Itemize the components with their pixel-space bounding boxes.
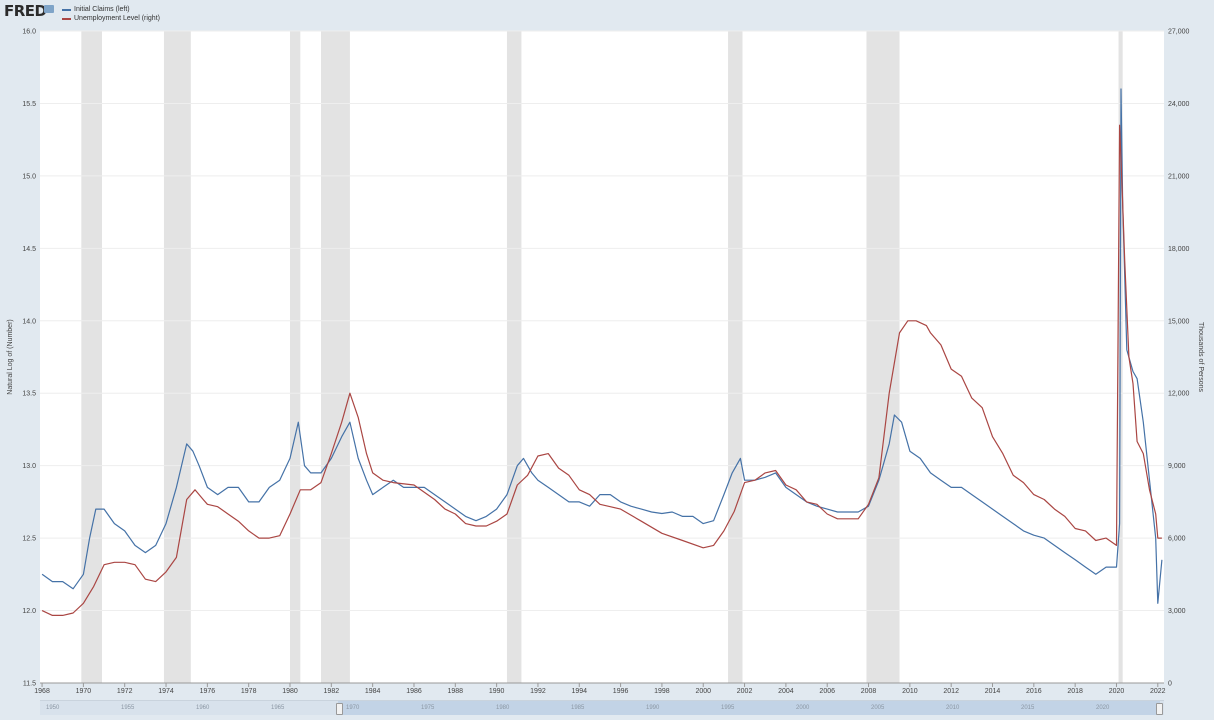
recession-band-6 <box>866 31 900 683</box>
x-tick-label-18: 2004 <box>778 688 794 695</box>
navigator-tick-7: 1985 <box>571 705 585 711</box>
recession-band-3 <box>321 31 350 683</box>
legend-item-claims[interactable]: Initial Claims (left) <box>62 5 160 14</box>
y-right-tick-3: 9,000 <box>1168 463 1186 470</box>
y-left-tick-1: 12.0 <box>22 608 36 615</box>
navigator-tick-6: 1980 <box>496 705 510 711</box>
legend-item-unemployment[interactable]: Unemployment Level (right) <box>62 14 160 23</box>
x-tick-label-17: 2002 <box>737 688 753 695</box>
recession-band-2 <box>290 31 301 683</box>
x-tick-label-24: 2016 <box>1026 688 1042 695</box>
x-tick-label-14: 1996 <box>613 688 629 695</box>
navigator-tick-12: 2010 <box>946 705 960 711</box>
navigator-tick-11: 2005 <box>871 705 885 711</box>
y-right-tick-8: 24,000 <box>1168 101 1190 108</box>
navigator-handle-right[interactable] <box>1156 703 1163 715</box>
x-tick-label-1: 1970 <box>76 688 92 695</box>
legend-label-claims: Initial Claims (left) <box>74 6 130 13</box>
navigator-tick-14: 2020 <box>1096 705 1110 711</box>
navigator-tick-0: 1950 <box>46 705 60 711</box>
navigator-tick-9: 1995 <box>721 705 735 711</box>
plot-area <box>40 31 1164 683</box>
chart: 11.5 12.0 12.5 13.0 13.5 14.0 14.5 15.0 15.5 16.0… <box>7 29 1204 696</box>
y-left-tick-5: 14.0 <box>22 318 36 325</box>
x-tick-label-27: 2022 <box>1150 688 1166 695</box>
x-tick-label-5: 1978 <box>241 688 257 695</box>
navigator-window[interactable] <box>338 701 1160 715</box>
y-right-tick-5: 15,000 <box>1168 318 1190 325</box>
x-tick-label-26: 2020 <box>1109 688 1125 695</box>
x-tick-label-12: 1992 <box>530 688 546 695</box>
y-right-tick-2: 6,000 <box>1168 536 1186 543</box>
x-tick-label-0: 1968 <box>34 688 50 695</box>
x-tick-label-22: 2012 <box>943 688 959 695</box>
y-left-tick-3: 13.0 <box>22 463 36 470</box>
navigator-tick-4: 1970 <box>346 705 360 711</box>
navigator-tick-5: 1975 <box>421 705 435 711</box>
x-tick-label-13: 1994 <box>571 688 587 695</box>
x-tick-label-2: 1972 <box>117 688 133 695</box>
legend-swatch-unemployment <box>62 17 71 20</box>
x-tick-label-4: 1976 <box>200 688 216 695</box>
y-right-tick-9: 27,000 <box>1168 29 1190 36</box>
x-tick-label-7: 1982 <box>324 688 340 695</box>
navigator-tick-10: 2000 <box>796 705 810 711</box>
x-tick-label-10: 1988 <box>448 688 464 695</box>
series-line-initial-claims <box>41 88 1163 604</box>
x-tick-label-6: 1980 <box>282 688 298 695</box>
navigator-tick-3: 1965 <box>271 705 285 711</box>
y-left-label: Natural Log of (Number) <box>7 319 14 394</box>
y-right-tick-6: 18,000 <box>1168 246 1190 253</box>
series-line-unemployment-level <box>41 124 1162 617</box>
fred-logo: FRED <box>4 2 47 20</box>
x-tick-label-20: 2008 <box>861 688 877 695</box>
y-left-tick-8: 15.5 <box>22 101 36 108</box>
x-tick-label-8: 1984 <box>365 688 381 695</box>
y-left-tick-9: 16.0 <box>22 29 36 36</box>
y-left-tick-0: 11.5 <box>23 681 36 688</box>
recession-band-5 <box>728 31 743 683</box>
navigator[interactable]: 1950 1955 1960 1965 1970 1975 1980 1985 1990 1995… <box>40 700 1164 715</box>
recession-band-1 <box>163 31 191 683</box>
navigator-tick-1: 1955 <box>121 705 135 711</box>
legend-swatch-claims <box>62 8 71 11</box>
x-tick-label-15: 1998 <box>654 688 670 695</box>
y-left-tick-2: 12.5 <box>22 536 36 543</box>
navigator-tick-13: 2015 <box>1021 705 1035 711</box>
x-tick-label-19: 2006 <box>819 688 835 695</box>
y-left-tick-7: 15.0 <box>22 173 36 180</box>
navigator-tick-8: 1990 <box>646 705 660 711</box>
x-tick-label-21: 2010 <box>902 688 918 695</box>
x-tick-label-3: 1974 <box>158 688 174 695</box>
legend-label-unemployment: Unemployment Level (right) <box>74 15 160 22</box>
x-tick-label-9: 1986 <box>406 688 422 695</box>
y-right-tick-4: 12,000 <box>1168 391 1190 398</box>
fred-logo-chart-icon <box>44 5 54 13</box>
recession-band-0 <box>81 31 102 683</box>
y-right-tick-0: 0 <box>1168 681 1172 688</box>
navigator-tick-2: 1960 <box>196 705 210 711</box>
y-right-tick-1: 3,000 <box>1168 608 1186 615</box>
x-tick-label-11: 1990 <box>489 688 505 695</box>
y-left-tick-4: 13.5 <box>22 391 36 398</box>
x-tick-label-25: 2018 <box>1067 688 1083 695</box>
recession-band-4 <box>506 31 522 683</box>
y-left-tick-6: 14.5 <box>22 246 36 253</box>
x-tick-label-23: 2014 <box>985 688 1001 695</box>
y-right-tick-7: 21,000 <box>1168 173 1190 180</box>
y-right-label: Thousands of Persons <box>1197 322 1204 393</box>
x-tick-label-16: 2000 <box>695 688 711 695</box>
legend: Initial Claims (left) Unemployment Level… <box>62 5 160 23</box>
navigator-handle-left[interactable] <box>336 703 343 715</box>
